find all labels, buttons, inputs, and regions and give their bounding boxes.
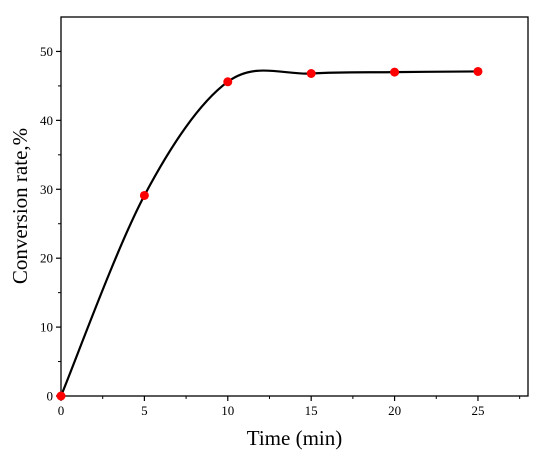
data-point bbox=[306, 69, 316, 79]
data-points bbox=[56, 66, 483, 401]
x-tick-label: 10 bbox=[221, 403, 234, 418]
data-point bbox=[390, 67, 400, 77]
data-point bbox=[139, 190, 149, 200]
y-tick-label: 10 bbox=[40, 320, 53, 335]
data-point bbox=[56, 391, 66, 401]
y-tick-label: 30 bbox=[40, 182, 53, 197]
x-tick-label: 20 bbox=[388, 403, 401, 418]
x-axis-title: Time (min) bbox=[247, 426, 342, 450]
axis-ticks bbox=[56, 50, 521, 401]
plot-frame bbox=[60, 16, 529, 397]
data-point bbox=[473, 66, 483, 76]
tick-labels: 0 5 10 15 20 25 0 10 20 30 40 50 bbox=[40, 44, 484, 418]
y-tick-label: 40 bbox=[40, 113, 53, 128]
data-point bbox=[223, 77, 233, 87]
y-tick-label: 0 bbox=[47, 389, 54, 404]
y-axis-title: Conversion rate,% bbox=[8, 128, 32, 284]
series-curve bbox=[59, 69, 478, 397]
x-tick-label: 0 bbox=[58, 403, 65, 418]
y-tick-label: 50 bbox=[40, 44, 53, 59]
y-tick-label: 20 bbox=[40, 251, 53, 266]
x-tick-label: 25 bbox=[471, 403, 484, 418]
x-tick-label: 15 bbox=[305, 403, 318, 418]
x-tick-label: 5 bbox=[141, 403, 148, 418]
